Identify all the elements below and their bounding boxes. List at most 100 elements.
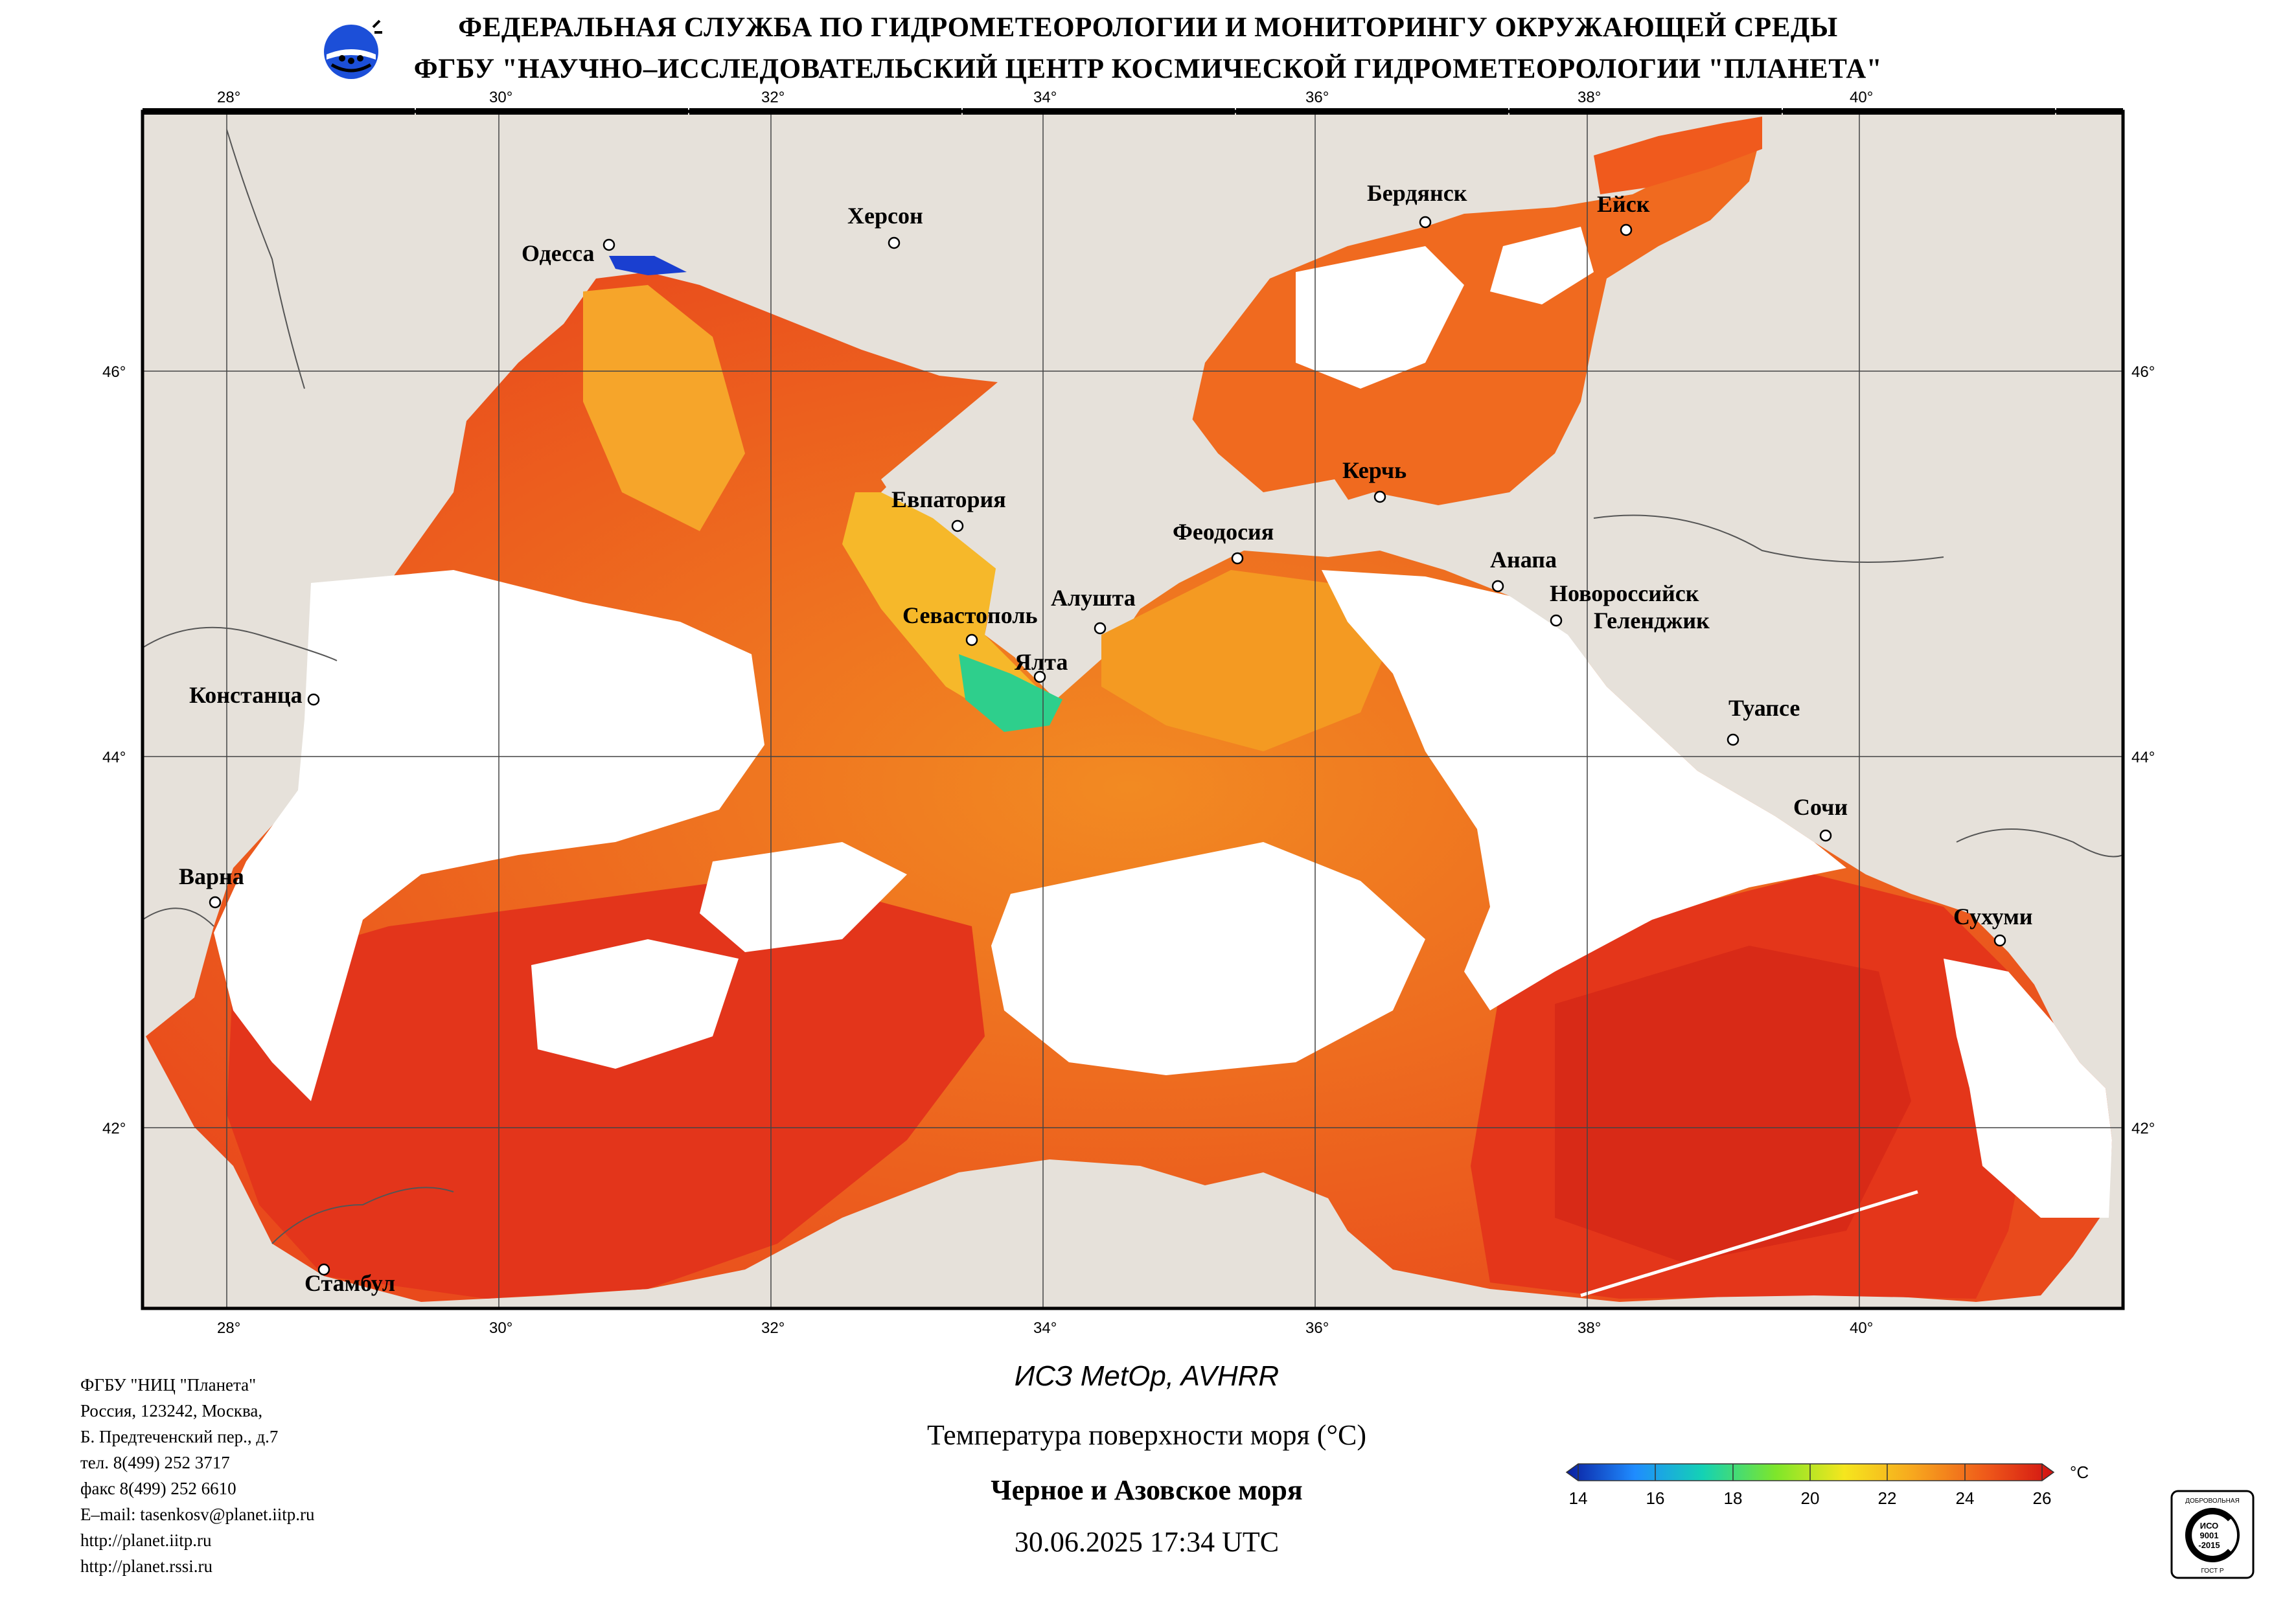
- contact-line: ФГБУ "НИЦ "Планета": [80, 1375, 257, 1395]
- contact-line: Россия, 123242, Москва,: [80, 1401, 263, 1420]
- city-marker: [1373, 490, 1386, 503]
- city-label-varna: Варна: [179, 863, 244, 889]
- header-line-1: ФЕДЕРАЛЬНАЯ СЛУЖБА ПО ГИДРОМЕТЕОРОЛОГИИ …: [458, 12, 1838, 43]
- city-label-kerch: Керчь: [1342, 457, 1406, 483]
- lat-label-left: 42°: [102, 1120, 126, 1137]
- caption-parameter: Температура поверхности моря (°C): [926, 1419, 1367, 1451]
- city-markers: [209, 216, 2006, 1276]
- sst-cool-nw: [583, 285, 745, 531]
- contact-line: http://planet.iitp.ru: [80, 1531, 212, 1550]
- cloud-azov-2: [1490, 227, 1594, 304]
- contact-line: http://planet.rssi.ru: [80, 1556, 212, 1576]
- legend-tick-label: 20: [1801, 1488, 1820, 1508]
- cloud-se: [1944, 959, 2112, 1218]
- lat-label-right: 44°: [2131, 749, 2155, 766]
- sst-cold-odessa: [609, 256, 687, 275]
- city-label-istanbul: Стамбул: [304, 1270, 395, 1296]
- sst-warm-sw: [227, 874, 985, 1299]
- lon-label-top: 34°: [1033, 89, 1057, 106]
- lon-label-bottom: 36°: [1305, 1319, 1329, 1337]
- lat-label-left: 44°: [102, 749, 126, 766]
- city-marker: [307, 693, 320, 706]
- city-marker: [1033, 670, 1046, 683]
- cloud-central: [991, 842, 1425, 1075]
- city-marker: [1491, 580, 1504, 593]
- caption-satellite: ИСЗ MetOp, AVHRR: [1014, 1360, 1280, 1392]
- city-marker: [1819, 829, 1832, 842]
- city-label-yalta: Ялта: [1015, 649, 1068, 675]
- city-label-gelendzhik: Геленджик: [1594, 608, 1710, 633]
- city-label-tuapse: Туапсе: [1728, 695, 1800, 721]
- city-marker: [209, 896, 222, 909]
- lon-label-bottom: 34°: [1033, 1319, 1057, 1337]
- caption-region: Черное и Азовское моря: [991, 1474, 1303, 1506]
- borders: [143, 129, 2123, 1244]
- contact-line: факс 8(499) 252 6610: [80, 1479, 236, 1498]
- contact-line: Б. Предтеченский пер., д.7: [80, 1427, 279, 1446]
- iso-bottom-text: ГОСТ Р: [2201, 1567, 2223, 1575]
- city-marker: [1419, 216, 1432, 229]
- city-label-odessa: Одесса: [522, 240, 595, 266]
- lat-label-left: 46°: [102, 363, 126, 381]
- city-label-sevastopol: Севастополь: [902, 602, 1038, 628]
- sea-of-azov: [1179, 130, 1762, 512]
- iso-line-2: 9001: [2200, 1531, 2219, 1540]
- lon-label-top: 30°: [489, 89, 512, 106]
- cloud-azov: [1296, 246, 1464, 389]
- lon-label-bottom: 28°: [217, 1319, 240, 1337]
- lon-label-top: 40°: [1850, 89, 1873, 106]
- city-label-anapa: Анапа: [1490, 547, 1557, 573]
- city-label-sukhumi: Сухуми: [1953, 904, 2033, 929]
- contact-line: E–mail: tasenkosv@planet.iitp.ru: [80, 1505, 315, 1524]
- lon-label-top: 38°: [1578, 89, 1601, 106]
- lon-label-bottom: 40°: [1850, 1319, 1873, 1337]
- city-label-yevpatoria: Евпатория: [891, 486, 1006, 512]
- city-marker: [888, 236, 901, 249]
- cloud-west-2: [531, 939, 739, 1069]
- legend-unit: °C: [2070, 1463, 2089, 1482]
- taganrog-bay: [1594, 117, 1762, 194]
- city-label-berdyansk: Бердянск: [1367, 180, 1467, 206]
- caption-datetime: 30.06.2025 17:34 UTC: [1014, 1526, 1280, 1558]
- legend-tick-label: 18: [1724, 1488, 1743, 1508]
- city-marker: [1231, 552, 1244, 565]
- legend-tick-label: 26: [2033, 1488, 2052, 1508]
- sst-warm-se-inner: [1555, 946, 1911, 1263]
- planeta-logo-icon: [317, 18, 385, 85]
- city-label-novorossiysk: Новороссийск: [1550, 580, 1699, 606]
- contact-info: ФГБУ "НИЦ "Планета" Россия, 123242, Моск…: [80, 1372, 315, 1579]
- lon-label-top: 28°: [217, 89, 240, 106]
- swath-line: [1580, 1190, 1918, 1297]
- city-label-constanta: Констанца: [189, 682, 303, 708]
- cloud-west: [214, 570, 764, 1101]
- lon-label-top: 36°: [1305, 89, 1329, 106]
- lon-label-bottom: 38°: [1578, 1319, 1601, 1337]
- contact-line: тел. 8(499) 252 3717: [80, 1453, 230, 1472]
- city-label-sochi: Сочи: [1793, 794, 1848, 820]
- city-label-feodosia: Феодосия: [1173, 519, 1274, 545]
- color-legend: 14 16 18 20 22 24 26 °C: [1565, 1463, 2089, 1508]
- legend-tick-label: 16: [1646, 1488, 1665, 1508]
- crimea-land: [881, 363, 1360, 674]
- lon-label-bottom: 32°: [761, 1319, 785, 1337]
- iso-certification-icon: ДОБРОВОЛЬНАЯ ИСО 9001 -2015 ГОСТ Р: [2170, 1490, 2255, 1579]
- cloud-east: [1322, 570, 1846, 1010]
- city-marker: [1550, 614, 1563, 627]
- legend-tick-label: 14: [1569, 1488, 1588, 1508]
- city-marker: [951, 519, 964, 532]
- lat-label-right: 46°: [2131, 363, 2155, 381]
- city-marker: [1993, 934, 2006, 947]
- city-marker: [317, 1263, 330, 1276]
- graticule: [143, 111, 2123, 1308]
- sst-cool-central: [1101, 570, 1393, 751]
- iso-top-text: ДОБРОВОЛЬНАЯ: [2185, 1498, 2240, 1505]
- sst-cold-yalta: [959, 654, 1062, 732]
- city-marker: [1727, 733, 1739, 746]
- lon-label-bottom: 30°: [489, 1319, 512, 1337]
- lon-label-top: 32°: [761, 89, 785, 106]
- city-marker: [1620, 223, 1633, 236]
- cloud-west-3: [700, 842, 907, 952]
- city-marker: [603, 238, 615, 251]
- legend-tick-label: 24: [1956, 1488, 1975, 1508]
